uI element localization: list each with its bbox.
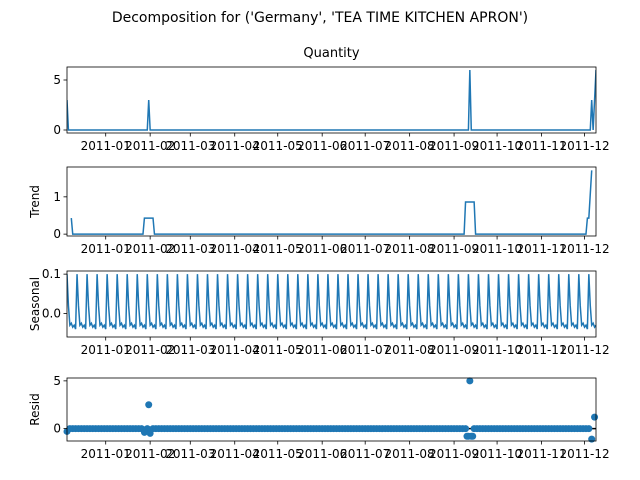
x-tick-label: 2011-09 [429, 242, 479, 256]
x-tick-label: 2011-04 [210, 139, 260, 153]
x-tick-label: 2011-10 [472, 343, 522, 357]
x-tick-label: 2011-08 [385, 447, 435, 461]
x-tick-label: 2011-10 [472, 139, 522, 153]
x-tick-label: 2011-01 [81, 343, 131, 357]
x-tick-label: 2011-01 [81, 242, 131, 256]
axes-frame [66, 377, 597, 442]
x-tick-label: 2011-04 [210, 242, 260, 256]
axes-frame [66, 270, 597, 338]
axes-frame [66, 166, 597, 237]
figure-title: Decomposition for ('Germany', 'TEA TIME … [112, 10, 528, 26]
x-tick-label: 2011-03 [165, 447, 215, 461]
x-tick-label: 2011-05 [253, 139, 303, 153]
x-tick-label: 2011-05 [253, 447, 303, 461]
x-tick-label: 2011-06 [297, 343, 347, 357]
x-tick-label: 2011-03 [165, 343, 215, 357]
resid-point [585, 425, 593, 433]
x-tick-label: 2011-12 [559, 242, 609, 256]
y-axis-label: Trend [28, 185, 42, 219]
resid-point [146, 429, 154, 437]
y-axis-label: Resid [28, 393, 42, 425]
x-tick-label: 2011-06 [297, 242, 347, 256]
axes-frame [66, 66, 597, 134]
seasonal-line [67, 274, 596, 330]
resid-point [588, 435, 596, 443]
x-tick-label: 2011-04 [210, 343, 260, 357]
resid-point [140, 428, 148, 436]
panel-3: 0.00.12011-012011-022011-032011-042011-0… [28, 267, 610, 357]
y-axis-label: Seasonal [28, 277, 42, 331]
x-tick-label: 2011-11 [516, 242, 566, 256]
x-tick-label: 2011-03 [165, 139, 215, 153]
y-tick-label: 0.0 [42, 306, 61, 320]
x-tick-label: 2011-07 [340, 242, 390, 256]
y-tick-label: 0 [53, 227, 61, 241]
y-tick-label: 5 [53, 73, 61, 87]
y-tick-label: 5 [53, 374, 61, 388]
panel-title: Quantity [303, 46, 359, 61]
x-tick-label: 2011-06 [297, 447, 347, 461]
x-tick-label: 2011-11 [516, 139, 566, 153]
x-tick-label: 2011-10 [472, 242, 522, 256]
y-tick-label: 0 [53, 422, 61, 436]
x-tick-label: 2011-02 [125, 242, 175, 256]
x-tick-label: 2011-08 [385, 242, 435, 256]
x-tick-label: 2011-02 [125, 447, 175, 461]
resid-point [462, 425, 470, 433]
y-tick-label: 0 [53, 123, 61, 137]
x-tick-label: 2011-05 [253, 242, 303, 256]
series-line-1 [67, 69, 596, 131]
x-tick-label: 2011-07 [340, 139, 390, 153]
x-tick-label: 2011-12 [559, 447, 609, 461]
x-tick-label: 2011-01 [81, 139, 131, 153]
resid-point [591, 413, 599, 421]
resid-point [466, 377, 474, 385]
series-line-2 [70, 170, 593, 235]
resid-point [145, 401, 153, 409]
x-tick-label: 2011-04 [210, 447, 260, 461]
x-tick-label: 2011-10 [472, 447, 522, 461]
y-tick-label: 0.1 [42, 267, 61, 281]
x-tick-label: 2011-03 [165, 242, 215, 256]
x-tick-label: 2011-07 [340, 447, 390, 461]
x-tick-label: 2011-08 [385, 343, 435, 357]
x-tick-label: 2011-12 [559, 139, 609, 153]
x-tick-label: 2011-02 [125, 139, 175, 153]
x-tick-label: 2011-09 [429, 343, 479, 357]
panel-4: 052011-012011-022011-032011-042011-05201… [28, 374, 610, 461]
x-tick-label: 2011-05 [253, 343, 303, 357]
x-tick-label: 2011-01 [81, 447, 131, 461]
x-tick-label: 2011-11 [516, 343, 566, 357]
x-tick-label: 2011-09 [429, 447, 479, 461]
x-tick-label: 2011-11 [516, 447, 566, 461]
panel-2: 012011-012011-022011-032011-042011-05201… [28, 166, 610, 256]
panel-1: 052011-012011-022011-032011-042011-05201… [53, 46, 609, 153]
x-tick-label: 2011-12 [559, 343, 609, 357]
x-tick-label: 2011-02 [125, 343, 175, 357]
x-tick-label: 2011-06 [297, 139, 347, 153]
x-tick-label: 2011-09 [429, 139, 479, 153]
y-tick-label: 1 [53, 190, 61, 204]
x-tick-label: 2011-07 [340, 343, 390, 357]
x-tick-label: 2011-08 [385, 139, 435, 153]
resid-point [469, 432, 477, 440]
